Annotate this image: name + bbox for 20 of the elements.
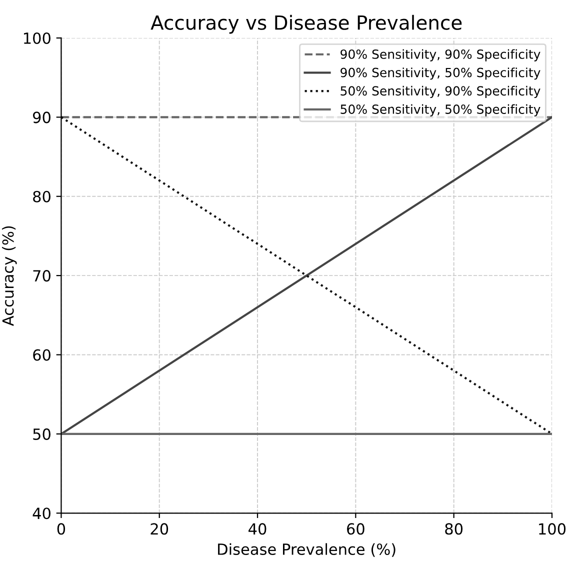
y-tick-label: 100 — [24, 32, 50, 44]
x-tick-label: 40 — [248, 523, 266, 535]
x-tick-label: 0 — [57, 523, 66, 535]
y-axis-title: Accuracy (%) — [2, 226, 17, 326]
x-axis-title: Disease Prevalence (%) — [218, 543, 396, 557]
y-tick-label: 70 — [33, 270, 50, 282]
legend-label: 90% Sensitivity, 50% Specificity — [340, 68, 540, 80]
x-tick-label: 20 — [150, 523, 168, 535]
x-tick-label: 100 — [539, 523, 566, 535]
x-tick-label: 80 — [445, 523, 463, 535]
chart-title: Accuracy vs Disease Prevalence — [150, 14, 462, 34]
y-tick-label: 90 — [33, 112, 50, 124]
x-tick-label: 60 — [347, 523, 364, 535]
legend-label: 90% Sensitivity, 90% Specificity — [340, 49, 540, 62]
y-tick-label: 60 — [33, 349, 50, 361]
legend-label: 50% Sensitivity, 90% Specificity — [340, 86, 540, 98]
y-tick-label: 80 — [33, 190, 50, 202]
y-tick-label: 50 — [33, 428, 50, 440]
legend-label: 50% Sensitivity, 50% Specificity — [340, 104, 540, 116]
y-tick-label: 40 — [32, 508, 50, 520]
